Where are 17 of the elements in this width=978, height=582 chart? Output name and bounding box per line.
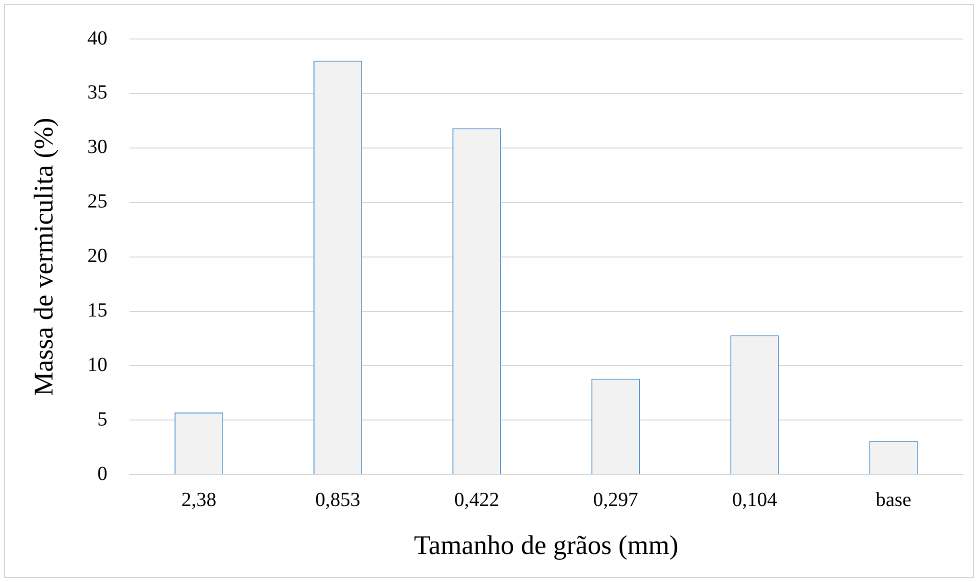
x-tick-label: 2,38 [181,488,216,511]
y-tick-label: 0 [97,462,108,485]
y-axis-title: Massa de vermiculita (%) [28,118,58,396]
y-tick-label: 15 [87,300,108,322]
y-tick-label: 35 [87,82,108,104]
y-tick-label: 5 [97,408,108,430]
y-tick-label: 30 [87,136,108,158]
y-tick-label: 20 [87,245,108,268]
x-tick-label: base [876,488,912,511]
x-tick-label: 0,297 [593,488,638,511]
x-axis-title: Tamanho de grãos (mm) [414,530,678,560]
y-tick-label: 40 [87,27,108,50]
x-tick-label: 0,853 [315,488,360,511]
x-tick-label: 0,422 [454,488,500,511]
y-tick-label: 10 [87,354,108,376]
y-tick-label: 25 [87,190,108,213]
x-tick-label: 0,104 [732,488,778,511]
